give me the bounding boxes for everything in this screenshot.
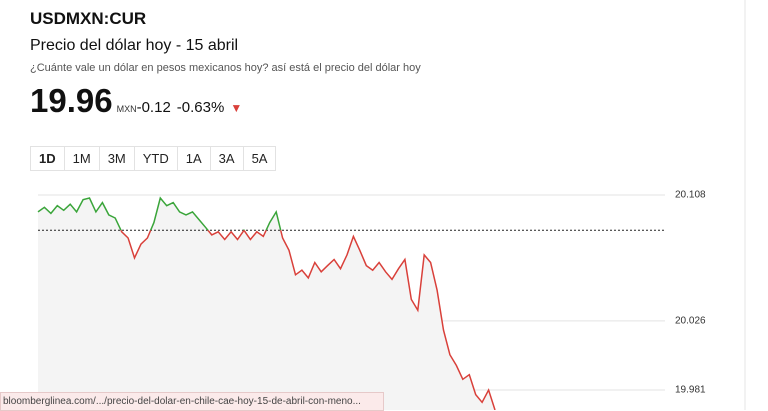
line-up: [37, 196, 282, 231]
y-tick-label: 19.981: [675, 385, 706, 396]
range-buttons: 1D 1M 3M YTD 1A 3A 5A: [30, 146, 277, 171]
down-arrow: ▼: [230, 101, 243, 115]
title: Precio del dólar hoy - 15 abril: [30, 37, 239, 54]
range-button[interactable]: 5A: [242, 146, 277, 171]
symbol: USDMXN:CUR: [30, 9, 147, 28]
status-bar: bloomberglinea.com/.../precio-del-dolar-…: [0, 392, 384, 411]
line-down: [120, 230, 496, 410]
y-tick-label: 20.108: [675, 190, 706, 201]
subtitle: ¿Cuánte vale un dólar en pesos mexicanos…: [30, 62, 421, 74]
quote: 19.96 MXN -0.12 -0.63% ▼: [30, 82, 242, 120]
area: [38, 198, 495, 410]
change-percent: -0.63%: [176, 99, 225, 116]
price: 19.96: [30, 82, 113, 119]
y-tick-label: 20.026: [675, 316, 706, 327]
currency: MXN: [116, 104, 137, 114]
change: -0.12: [136, 99, 171, 116]
